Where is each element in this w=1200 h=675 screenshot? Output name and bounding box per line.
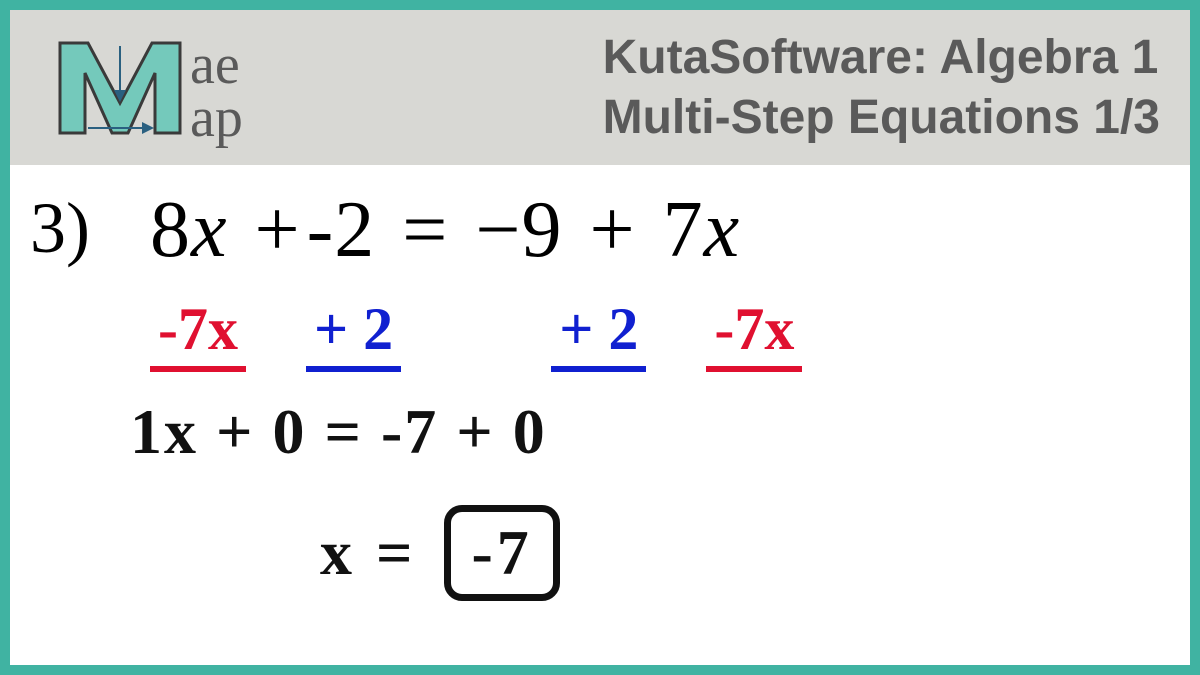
frame: ae ap KutaSoftware: Algebra 1 Multi-Step…	[10, 10, 1190, 665]
answer-box: -7	[444, 505, 559, 601]
title-line-1: KutaSoftware: Algebra 1	[603, 28, 1160, 88]
problem-number: 3)	[30, 187, 90, 270]
work-row-3: x = -7	[320, 505, 560, 601]
step-sub-7x-left: -7x	[150, 295, 246, 372]
work-row-2: 1x + 0 = -7 + 0	[130, 395, 547, 469]
equation: 8x +-2 = −9 + 7x	[150, 185, 740, 276]
maemap-logo: ae ap	[40, 28, 340, 148]
header: ae ap KutaSoftware: Algebra 1 Multi-Step…	[10, 10, 1190, 165]
step-add-2-left: + 2	[306, 295, 401, 372]
step-sub-7x-right: -7x	[706, 295, 802, 372]
content-area: 3) 8x +-2 = −9 + 7x -7x + 2 + 2 -7x 1x +…	[10, 165, 1190, 665]
answer-lhs: x =	[320, 517, 416, 588]
work-row-1: -7x + 2 + 2 -7x	[150, 295, 802, 372]
logo-svg: ae ap	[40, 28, 340, 148]
title-line-2: Multi-Step Equations 1/3	[603, 88, 1160, 148]
step-add-2-right: + 2	[551, 295, 646, 372]
title-block: KutaSoftware: Algebra 1 Multi-Step Equat…	[603, 28, 1160, 148]
logo-text-bottom: ap	[190, 87, 243, 148]
